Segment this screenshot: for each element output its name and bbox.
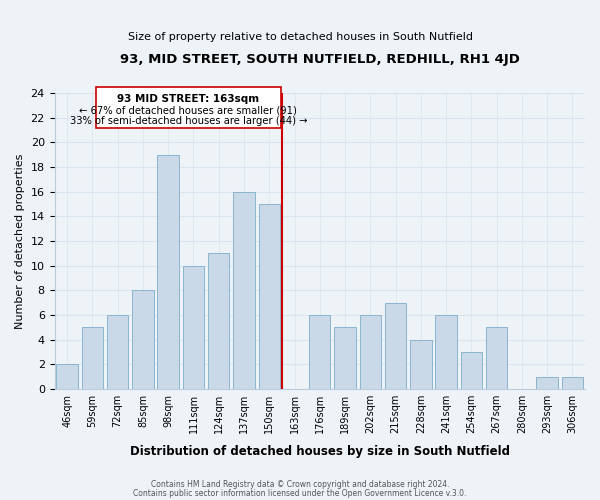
Bar [132,290,154,389]
Text: Contains public sector information licensed under the Open Government Licence v.: Contains public sector information licen… [133,488,467,498]
Bar [436,315,457,389]
Y-axis label: Number of detached properties: Number of detached properties [15,154,25,329]
Bar [259,204,280,389]
Title: 93, MID STREET, SOUTH NUTFIELD, REDHILL, RH1 4JD: 93, MID STREET, SOUTH NUTFIELD, REDHILL,… [120,52,520,66]
X-axis label: Distribution of detached houses by size in South Nutfield: Distribution of detached houses by size … [130,444,510,458]
Bar [410,340,431,389]
Bar [157,154,179,389]
Bar [107,315,128,389]
Text: 93 MID STREET: 163sqm: 93 MID STREET: 163sqm [118,94,259,104]
Bar [56,364,78,389]
Bar [486,328,508,389]
Bar [359,315,381,389]
Text: Size of property relative to detached houses in South Nutfield: Size of property relative to detached ho… [128,32,473,42]
Bar [233,192,255,389]
Bar [562,377,583,389]
Bar [334,328,356,389]
Text: Contains HM Land Registry data © Crown copyright and database right 2024.: Contains HM Land Registry data © Crown c… [151,480,449,489]
Text: ← 67% of detached houses are smaller (91): ← 67% of detached houses are smaller (91… [79,106,298,116]
Bar [461,352,482,389]
Bar [385,303,406,389]
Bar [183,266,204,389]
Bar [536,377,558,389]
Bar [208,254,229,389]
Bar [82,328,103,389]
Text: 33% of semi-detached houses are larger (44) →: 33% of semi-detached houses are larger (… [70,116,307,126]
FancyBboxPatch shape [96,87,281,128]
Bar [309,315,331,389]
